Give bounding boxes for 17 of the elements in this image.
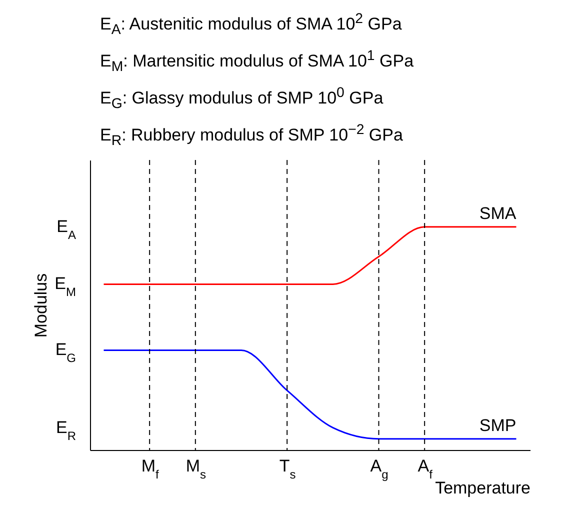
text: E$_{R}$: Rubbery modulus of SMP 10$^{−2}$ GPa bbox=[100, 121, 404, 152]
text: E$_{G}$: Glassy modulus of SMP 10$^{0}$ GPa bbox=[100, 84, 384, 114]
text: E$_{A}$ bbox=[56, 217, 76, 242]
x-tick-label: M$_{s}$ bbox=[186, 456, 206, 482]
series-label: SMA bbox=[479, 204, 517, 224]
text: E$_{M}$ bbox=[54, 274, 76, 300]
series-label: SMP bbox=[479, 416, 516, 436]
text: E$_{A}$: Austenitic modulus of SMA 10$^{2}$ GPa bbox=[100, 10, 403, 40]
text: E$_{R}$ bbox=[56, 418, 76, 444]
text: E$_{G}$ bbox=[55, 340, 76, 366]
x-tick-label: M$_{f}$ bbox=[141, 456, 160, 482]
x-tick-label: T$_{s}$ bbox=[279, 456, 296, 482]
x-axis-title: Temperature bbox=[435, 478, 530, 498]
x-tick-label: A$_{f}$ bbox=[418, 456, 434, 482]
y-axis-title: Modulus bbox=[32, 274, 50, 338]
text: E$_{M}$: Martensitic modulus of SMA 10$^{1}$ GPa bbox=[100, 47, 415, 78]
x-tick-label: A$_{g}$ bbox=[370, 456, 388, 482]
